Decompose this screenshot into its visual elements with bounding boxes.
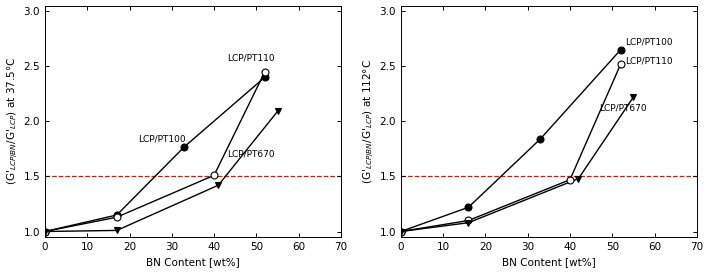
X-axis label: BN Content [wt%]: BN Content [wt%] <box>502 257 596 268</box>
Text: LCP/PT110: LCP/PT110 <box>625 56 673 65</box>
Y-axis label: (G'$_{LCP/BN}$/G'$_{LCP}$) at 37.5°C: (G'$_{LCP/BN}$/G'$_{LCP}$) at 37.5°C <box>6 57 21 185</box>
Text: LCP/PT100: LCP/PT100 <box>138 134 186 143</box>
Text: LCP/PT670: LCP/PT670 <box>227 150 274 159</box>
X-axis label: BN Content [wt%]: BN Content [wt%] <box>146 257 240 268</box>
Text: LCP/PT100: LCP/PT100 <box>625 37 673 46</box>
Text: LCP/PT110: LCP/PT110 <box>227 54 274 63</box>
Y-axis label: (G'$_{LCP/BN}$/G'$_{LCP}$) at 112°C: (G'$_{LCP/BN}$/G'$_{LCP}$) at 112°C <box>362 59 376 184</box>
Text: LCP/PT670: LCP/PT670 <box>600 103 647 112</box>
